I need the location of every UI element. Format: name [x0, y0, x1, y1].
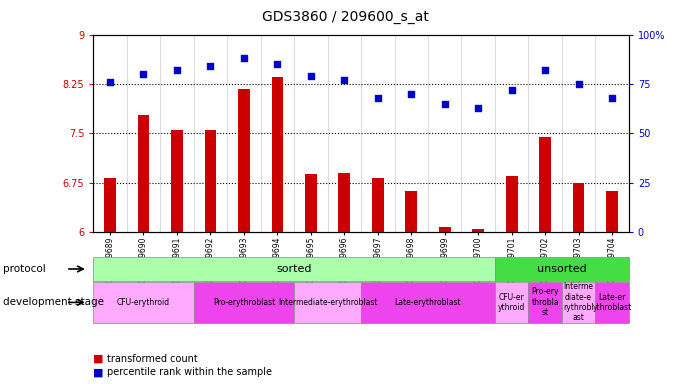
Bar — [238, 89, 249, 232]
Text: Interme
diate-e
rythrobl
ast: Interme diate-e rythrobl ast — [563, 282, 594, 323]
Point — [607, 95, 618, 101]
Bar — [171, 130, 183, 232]
Point — [305, 73, 316, 79]
Point — [138, 71, 149, 77]
Text: GDS3860 / 209600_s_at: GDS3860 / 209600_s_at — [262, 10, 429, 23]
Text: Late-erythroblast: Late-erythroblast — [395, 298, 462, 307]
Text: Intermediate-erythroblast: Intermediate-erythroblast — [278, 298, 377, 307]
Bar — [439, 227, 451, 232]
Point — [238, 55, 249, 61]
Text: Pro-erythroblast: Pro-erythroblast — [213, 298, 275, 307]
Point — [372, 95, 384, 101]
Point — [473, 105, 484, 111]
Text: CFU-erythroid: CFU-erythroid — [117, 298, 170, 307]
Point — [272, 61, 283, 67]
Bar — [339, 173, 350, 232]
Text: Pro-ery
throbla
st: Pro-ery throbla st — [531, 288, 559, 317]
Bar — [104, 178, 116, 232]
Point — [406, 91, 417, 97]
Point — [205, 63, 216, 69]
Bar — [138, 115, 149, 232]
Bar — [372, 178, 384, 232]
Text: protocol: protocol — [3, 264, 46, 274]
Bar — [205, 130, 216, 232]
Text: transformed count: transformed count — [107, 354, 198, 364]
Bar — [506, 176, 518, 232]
Point — [439, 101, 451, 107]
Bar — [606, 192, 618, 232]
Bar — [272, 78, 283, 232]
Point — [171, 67, 182, 73]
Bar — [406, 192, 417, 232]
Bar — [305, 174, 316, 232]
Text: ■: ■ — [93, 354, 104, 364]
Bar — [473, 229, 484, 232]
Text: Late-er
ythroblast: Late-er ythroblast — [592, 293, 632, 312]
Point — [540, 67, 551, 73]
Text: development stage: development stage — [3, 297, 104, 308]
Text: unsorted: unsorted — [537, 264, 587, 274]
Point — [104, 79, 115, 85]
Text: CFU-er
ythroid: CFU-er ythroid — [498, 293, 525, 312]
Bar — [539, 137, 551, 232]
Point — [506, 87, 517, 93]
Bar — [573, 183, 585, 232]
Point — [573, 81, 584, 87]
Text: ■: ■ — [93, 367, 104, 377]
Text: percentile rank within the sample: percentile rank within the sample — [107, 367, 272, 377]
Point — [339, 77, 350, 83]
Text: sorted: sorted — [276, 264, 312, 274]
